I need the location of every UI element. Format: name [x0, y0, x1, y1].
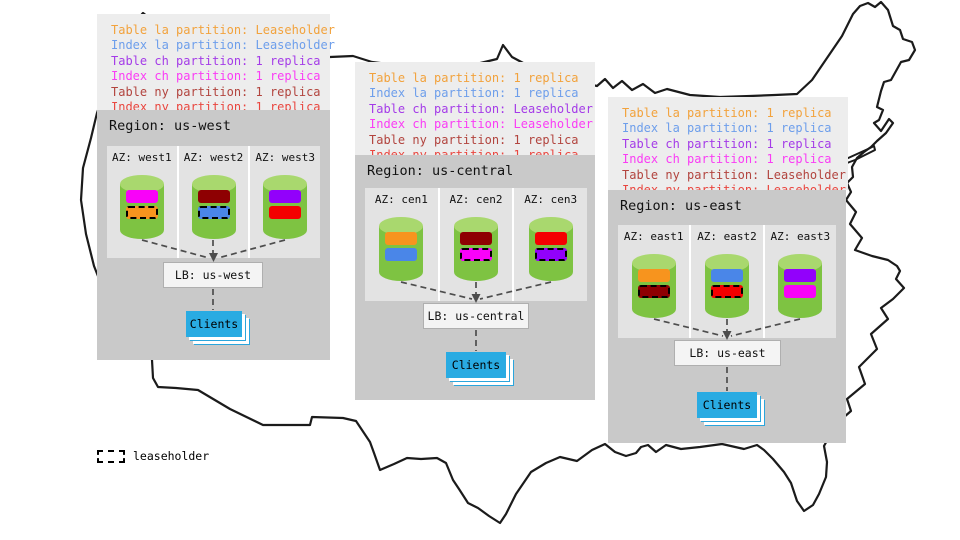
- legend-line: Index la partition: Leaseholder: [111, 38, 335, 53]
- database-cylinder: [453, 216, 499, 284]
- partition-bar: [534, 248, 567, 261]
- legend-line: Table la partition: Leaseholder: [111, 23, 335, 37]
- partition-bar: [125, 206, 158, 219]
- partition-bar: [784, 269, 817, 282]
- leaseholder-key: leaseholder: [97, 449, 209, 463]
- database-cylinder: [119, 174, 165, 242]
- az-card-east2: AZ: east2: [691, 225, 763, 338]
- leaseholder-key-label: leaseholder: [133, 449, 210, 463]
- partition-bar: [385, 248, 418, 261]
- legend-line: Table ch partition: 1 replica: [111, 53, 321, 68]
- az-label: AZ: west1: [112, 151, 172, 164]
- partition-bar: [784, 285, 817, 298]
- partition-bar: [385, 232, 418, 245]
- az-label: AZ: west2: [183, 151, 244, 164]
- load-balancer-box: LB: us-east: [674, 340, 781, 366]
- partition-bar: [460, 248, 492, 261]
- legend-line: Table ny partition: Leaseholder: [622, 167, 846, 182]
- region-us-west: Region: us-west AZ: west1 AZ: west2: [97, 110, 330, 360]
- az-label: AZ: east1: [623, 230, 684, 243]
- legend-line: Index ch partition: 1 replica: [111, 69, 321, 84]
- az-card-cen3: AZ: cen3: [514, 188, 588, 301]
- clients-box: Clients: [697, 392, 757, 418]
- az-label: AZ: west3: [255, 151, 315, 164]
- az-row: AZ: cen1 AZ: cen2: [365, 188, 588, 301]
- region-us-central: Region: us-central AZ: cen1 AZ: cen2: [355, 155, 595, 400]
- partition-bar: [269, 190, 302, 203]
- az-label: AZ: east3: [770, 230, 831, 243]
- partition-bar: [710, 269, 743, 282]
- az-card-east1: AZ: east1: [618, 225, 690, 338]
- legend-us-west: Table la partition: Leaseholder Index la…: [97, 14, 335, 114]
- az-card-west3: AZ: west3: [250, 146, 321, 258]
- database-cylinder: [777, 253, 823, 321]
- region-title: Region: us-central: [367, 163, 514, 179]
- az-card-west1: AZ: west1: [107, 146, 177, 258]
- az-card-west2: AZ: west2: [178, 146, 249, 258]
- legend-line: Table ny partition: 1 replica: [111, 84, 321, 99]
- legend-line: Index la partition: 1 replica: [369, 86, 579, 101]
- region-title: Region: us-west: [109, 118, 231, 134]
- partition-bar: [125, 190, 158, 203]
- az-card-cen2: AZ: cen2: [439, 188, 513, 301]
- database-cylinder: [378, 216, 424, 284]
- partition-bar: [460, 232, 492, 245]
- legend-line: Table ny partition: 1 replica: [369, 132, 579, 147]
- partition-bar: [197, 190, 230, 203]
- az-card-east3: AZ: east3: [764, 225, 836, 338]
- legend-line: Table ch partition: 1 replica: [622, 136, 832, 151]
- legend-line: Table la partition: 1 replica: [622, 106, 832, 120]
- partition-bar: [710, 285, 743, 298]
- legend-line: Index la partition: 1 replica: [622, 121, 832, 136]
- load-balancer-box: LB: us-central: [423, 303, 529, 329]
- legend-line: Index ch partition: 1 replica: [622, 152, 832, 167]
- partition-bar: [534, 232, 567, 245]
- partition-bar: [637, 285, 670, 298]
- legend-line: Index ch partition: Leaseholder: [369, 117, 593, 132]
- database-cylinder: [191, 174, 237, 242]
- az-label: AZ: east2: [697, 230, 757, 243]
- legend-line: Table ch partition: Leaseholder: [369, 101, 593, 116]
- database-cylinder: [704, 253, 750, 321]
- az-label: AZ: cen2: [449, 193, 503, 206]
- clients-box: Clients: [446, 352, 506, 378]
- database-cylinder: [631, 253, 677, 321]
- partition-bar: [637, 269, 670, 282]
- load-balancer-box: LB: us-west: [163, 262, 263, 288]
- az-row: AZ: west1 AZ: west2: [107, 146, 321, 258]
- partition-bar: [197, 206, 230, 219]
- leaseholder-swatch-icon: [97, 449, 125, 463]
- az-row: AZ: east1 AZ: east2: [618, 225, 836, 338]
- legend-us-central: Table la partition: 1 replica Index la p…: [355, 62, 595, 162]
- az-label: AZ: cen3: [524, 193, 578, 206]
- az-label: AZ: cen1: [374, 193, 428, 206]
- database-cylinder: [528, 216, 574, 284]
- legend-line: Table la partition: 1 replica: [369, 71, 579, 85]
- az-card-cen1: AZ: cen1: [365, 188, 438, 301]
- legend-us-east: Table la partition: 1 replica Index la p…: [608, 97, 848, 197]
- clients-box: Clients: [186, 311, 242, 337]
- region-us-east: Region: us-east AZ: east1 AZ: east2: [608, 190, 846, 443]
- partition-bar: [269, 206, 302, 219]
- database-cylinder: [262, 174, 308, 242]
- region-title: Region: us-east: [620, 198, 742, 214]
